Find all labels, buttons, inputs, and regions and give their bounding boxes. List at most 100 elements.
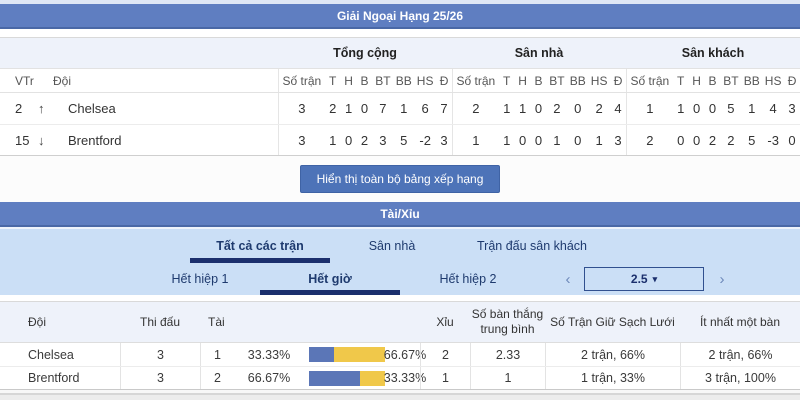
stat-value: 2 <box>646 132 654 148</box>
group-header-away: Sân khách <box>681 46 745 60</box>
stat-col-header: HS <box>416 73 434 88</box>
under-percent: 66.67% <box>383 347 427 362</box>
clean-sheets-value: 2 trận, 66% <box>545 343 680 366</box>
over-count: 2 <box>200 367 234 389</box>
stat-value: 0 <box>574 101 582 116</box>
over-under-row-brentford: Brentford 3 2 66.67% 33.33% 1 1 1 trận, … <box>0 366 800 389</box>
active-tab-underline <box>260 290 400 295</box>
stat-value: 2 <box>360 132 369 148</box>
stat-col-header: Đ <box>613 73 623 88</box>
group-header-home: Sân nhà <box>514 46 564 60</box>
line-prev-button[interactable]: ‹ <box>560 263 576 295</box>
over-under-bar <box>309 370 385 386</box>
stat-value: 5 <box>727 101 735 116</box>
stat-col-header: Số trận <box>282 73 322 88</box>
spacer <box>0 29 800 37</box>
stat-value: 5 <box>400 132 408 148</box>
stat-value: 2 <box>595 101 603 116</box>
clean-sheets-value: 1 trận, 33% <box>545 367 680 389</box>
over-percent: 33.33% <box>247 347 291 362</box>
stat-value: 6 <box>421 101 429 116</box>
line-next-button[interactable]: › <box>714 263 730 295</box>
stat-value: 3 <box>440 132 448 148</box>
standings-column-header-row: VTr Đội Số trận T H B BT BB HS Đ Số trận T H B BT BB… <box>0 68 800 93</box>
tab-away-matches[interactable]: Trận đấu sân khách <box>457 229 607 263</box>
played-value: 3 <box>120 343 200 366</box>
league-header-bar: Giải Ngoại Hạng 25/26 <box>0 4 800 29</box>
tab-home[interactable]: Sân nhà <box>352 229 432 263</box>
stat-value: 1 <box>400 101 408 116</box>
stat-col-header: BB <box>569 73 586 88</box>
stat-value: 0 <box>344 132 353 148</box>
stat-col-header: Số trận <box>630 73 670 88</box>
stat-value: 0 <box>518 132 527 148</box>
stat-value: 1 <box>503 132 511 148</box>
button-area: Hiển thị toàn bộ bảng xếp hạng <box>0 156 800 202</box>
stat-col-header: BT <box>549 73 565 88</box>
stat-col-header: T <box>329 73 337 88</box>
chevron-left-icon: ‹ <box>565 270 571 288</box>
tab-label: Hết giờ <box>308 272 352 286</box>
stat-col-header: BB <box>395 73 412 88</box>
over-under-bar-cell <box>304 343 390 366</box>
stat-value: -2 <box>419 132 431 148</box>
tab-label: Sân nhà <box>368 239 416 253</box>
stat-headers-total: Số trận T H B BT BB HS Đ <box>278 69 452 92</box>
tab-full-time[interactable]: Hết giờ <box>260 263 400 295</box>
over-count: 1 <box>200 343 234 366</box>
league-standings-table: Tổng cộng Sân nhà Sân khách VTr Đội Số t… <box>0 37 800 156</box>
rank-value: 15 <box>15 132 30 148</box>
stat-col-header: BT <box>375 73 391 88</box>
stat-col-header: B <box>708 73 717 88</box>
league-title: Giải Ngoại Hạng 25/26 <box>336 8 464 23</box>
over-under-bar-cell <box>304 367 390 389</box>
period-tab-row: Hết hiệp 1 Hết giờ Hết hiệp 2 ‹ 2.5 ▾ › <box>0 263 800 295</box>
over-under-header-row: Đội Thi đấu Tài Xỉu Số bàn thắng trung b… <box>0 302 800 343</box>
stat-col-header: Đ <box>787 73 797 88</box>
stat-value: 2 <box>472 101 480 116</box>
under-bar-segment <box>359 370 385 386</box>
stat-value: 0 <box>692 132 701 148</box>
header-avg-goals: Số bàn thắng trung bình <box>471 307 544 336</box>
stat-value: 0 <box>788 132 796 148</box>
stat-value: 1 <box>553 132 561 148</box>
trend-down-icon: ↓ <box>38 132 45 148</box>
stat-col-header: B <box>534 73 543 88</box>
tab-half-time-1[interactable]: Hết hiệp 1 <box>150 263 250 295</box>
stats-total: 3 1 0 2 3 5 -2 3 <box>278 125 452 155</box>
over-under-title: Tài/Xỉu <box>380 206 420 221</box>
goal-line-dropdown[interactable]: 2.5 ▾ <box>584 267 704 291</box>
stat-headers-away: Số trận T H B BT BB HS Đ <box>626 69 800 92</box>
tab-half-time-2[interactable]: Hết hiệp 2 <box>418 263 518 295</box>
avg-goals-value: 2.33 <box>470 343 545 366</box>
stat-value: 1 <box>595 132 603 148</box>
at-least-one-value: 2 trận, 66% <box>680 343 800 366</box>
over-bar-segment <box>309 370 360 386</box>
stat-value: 2 <box>329 101 337 116</box>
avg-goals-value: 1 <box>470 367 545 389</box>
played-value: 3 <box>120 367 200 389</box>
show-all-standings-button[interactable]: Hiển thị toàn bộ bảng xếp hạng <box>299 165 501 193</box>
stat-value: 7 <box>379 101 387 116</box>
stat-col-header: H <box>344 73 353 88</box>
stat-value: -3 <box>767 132 779 148</box>
rank-value: 2 <box>15 101 23 116</box>
stat-col-header: T <box>503 73 511 88</box>
tab-label: Tất cả các trận <box>216 239 304 253</box>
active-tab-underline <box>190 258 330 263</box>
stat-value: 1 <box>677 101 685 116</box>
tab-label: Hết hiệp 1 <box>171 272 229 286</box>
stat-value: 1 <box>646 101 654 116</box>
stats-away: 2 0 0 2 2 5 -3 0 <box>626 125 800 155</box>
spacer <box>0 295 800 301</box>
stat-headers-home: Số trận T H B BT BB HS Đ <box>452 69 626 92</box>
header-played: Thi đấu <box>139 315 181 329</box>
stat-value: 0 <box>534 101 543 116</box>
header-clean-sheets: Số Trận Giữ Sạch Lưới <box>550 315 675 329</box>
tab-all-matches[interactable]: Tất cả các trận <box>190 229 330 263</box>
stat-col-header: Số trận <box>456 73 496 88</box>
stat-value: 3 <box>379 132 387 148</box>
